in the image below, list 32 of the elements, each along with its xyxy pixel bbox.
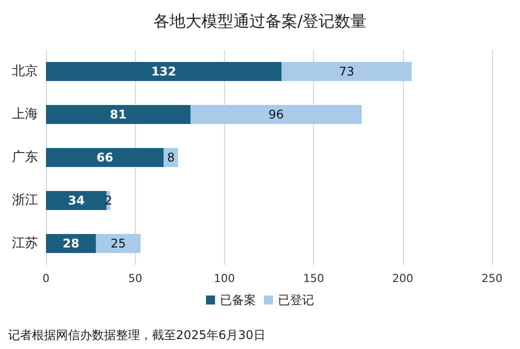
data-label: 66 [96,150,114,164]
bar [46,62,282,81]
y-tick-label: 浙江 [12,193,38,208]
x-tick-label: 250 [482,272,502,285]
text: 记者根据网信办数据整理，截至2025年6月30日 [8,328,266,342]
data-label: 81 [110,108,127,122]
x-tick-label: 0 [42,272,50,285]
data-label: 8 [167,150,175,164]
bar [96,234,141,253]
bar [190,105,362,124]
data-label: 73 [338,64,354,78]
bar [46,105,191,124]
y-tick-label: 广东 [12,150,38,165]
x-tick-label: 100 [214,272,235,285]
data-label: 34 [68,194,85,208]
data-label: 28 [62,236,80,250]
data-label: 132 [151,64,176,78]
x-tick-label: 150 [303,272,324,285]
bar [46,148,164,167]
chart-title: 各地大模型通过备案/登记数量 [153,12,367,30]
data-label: 96 [268,108,284,122]
y-tick-label: 北京 [12,64,38,79]
legend-label: 已登记 [278,293,314,307]
legend-label: 已备案 [220,293,256,307]
x-tick-label: 50 [128,272,142,285]
bar [281,62,412,81]
x-tick-label: 200 [392,272,414,285]
y-tick-label: 上海 [12,107,38,122]
y-tick-label: 江苏 [12,236,38,251]
bar [46,234,96,253]
data-label: 25 [110,236,126,250]
bar [46,191,107,210]
